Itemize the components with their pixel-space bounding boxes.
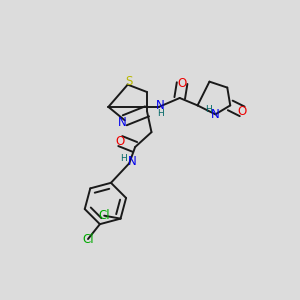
Text: Cl: Cl (98, 209, 110, 222)
Text: Cl: Cl (82, 232, 94, 245)
Text: N: N (211, 108, 220, 121)
Text: N: N (117, 116, 126, 129)
Text: O: O (238, 105, 247, 118)
Text: H: H (157, 109, 164, 118)
Text: H: H (206, 105, 212, 114)
Text: S: S (125, 74, 133, 88)
Text: N: N (128, 155, 136, 168)
Text: O: O (178, 76, 187, 90)
Text: N: N (156, 99, 165, 112)
Text: H: H (121, 154, 127, 163)
Text: O: O (116, 135, 125, 148)
